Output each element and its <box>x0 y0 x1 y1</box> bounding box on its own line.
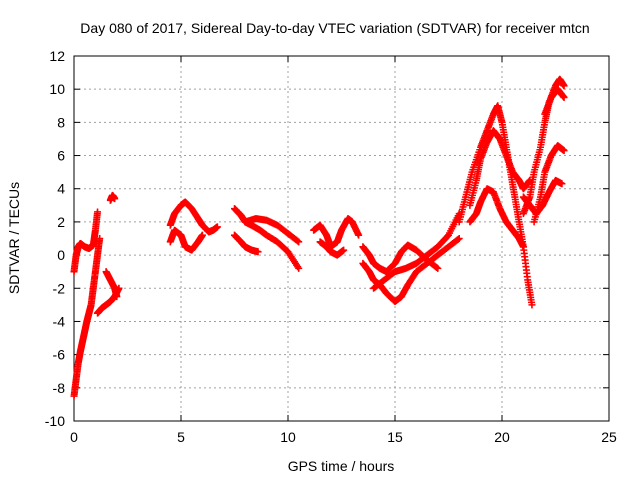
y-tick-label: -2 <box>53 280 66 296</box>
series-arc-k <box>310 215 363 251</box>
y-tick-label: 0 <box>57 247 65 263</box>
series-arc-a <box>70 235 104 400</box>
y-axis-label: SDTVAR / TECUs <box>6 182 22 294</box>
x-tick-labels: 0 5 10 15 20 25 <box>70 429 617 445</box>
series-arc-u <box>519 176 566 218</box>
series-arc-t <box>530 142 568 226</box>
series-arc-e <box>106 191 119 204</box>
series-arc-g <box>166 226 206 254</box>
data-point <box>113 293 121 301</box>
data-point <box>560 82 568 90</box>
y-tick-label: 10 <box>49 81 65 97</box>
series-arc-b <box>70 208 102 276</box>
y-tick-label: 12 <box>49 48 65 64</box>
axis-ticks <box>73 55 610 422</box>
series-arc-o <box>370 210 463 292</box>
data-point <box>295 238 303 246</box>
data-point <box>213 223 221 231</box>
data-point <box>254 248 262 256</box>
series-arc-v <box>541 85 568 118</box>
data-point <box>340 246 348 254</box>
series-arc-h <box>231 205 303 272</box>
series-arc-q <box>466 127 534 209</box>
y-tick-label: -6 <box>53 347 66 363</box>
data-point <box>560 93 568 101</box>
data-point <box>519 243 527 251</box>
x-tick-label: 20 <box>494 429 510 445</box>
chart-title: Day 080 of 2017, Sidereal Day-to-day VTE… <box>80 20 589 36</box>
data-point <box>434 264 442 272</box>
series-arc-f <box>166 198 221 236</box>
y-tick-label: -4 <box>53 313 66 329</box>
data-point <box>433 264 441 272</box>
y-tick-label: 4 <box>57 181 65 197</box>
data-point <box>558 180 566 188</box>
y-tick-label: 2 <box>57 214 65 230</box>
data-point <box>198 231 206 239</box>
plot-frame <box>73 55 610 422</box>
x-axis-label: GPS time / hours <box>288 458 395 474</box>
x-tick-label: 5 <box>177 429 185 445</box>
series-arc-p <box>455 102 536 309</box>
series-arc-c <box>94 284 123 317</box>
x-tick-label: 10 <box>280 429 296 445</box>
data-point <box>94 208 102 216</box>
data-points <box>70 75 568 400</box>
series-arc-r <box>466 185 527 251</box>
series-arc-j <box>241 215 303 246</box>
series-arc-m <box>359 235 463 306</box>
data-point <box>528 301 536 309</box>
series-arc-d <box>102 268 121 301</box>
data-point <box>355 231 363 239</box>
data-point <box>560 147 568 155</box>
series-arc-l <box>316 238 348 259</box>
y-tick-label: 8 <box>57 114 65 130</box>
data-point <box>111 195 119 203</box>
x-tick-label: 0 <box>70 429 78 445</box>
y-tick-label: -10 <box>45 413 65 429</box>
series-arc-i <box>231 231 262 256</box>
data-point <box>294 237 302 245</box>
x-tick-label: 25 <box>601 429 617 445</box>
data-point <box>295 264 303 272</box>
x-tick-label: 15 <box>387 429 403 445</box>
y-tick-label: 6 <box>57 148 65 164</box>
data-point <box>454 235 462 243</box>
y-tick-label: -8 <box>53 380 66 396</box>
data-point <box>455 235 463 242</box>
y-tick-labels: -10 -8 -6 -4 -2 0 2 4 6 8 10 12 <box>45 48 65 429</box>
